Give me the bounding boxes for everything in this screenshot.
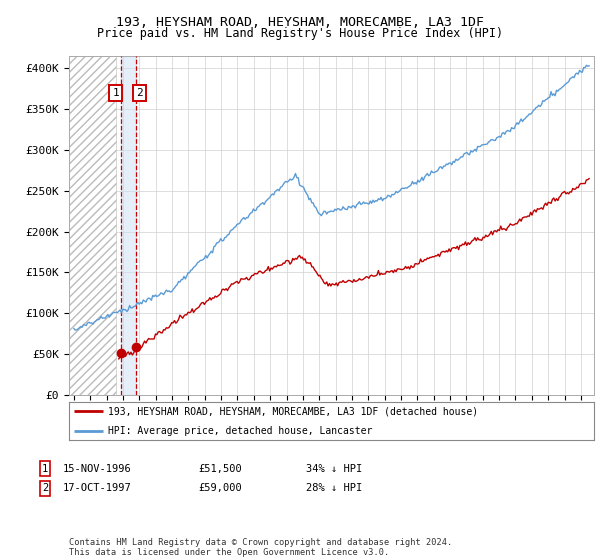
- Text: 2: 2: [42, 483, 48, 493]
- Text: £59,000: £59,000: [198, 483, 242, 493]
- Text: £51,500: £51,500: [198, 464, 242, 474]
- Text: Contains HM Land Registry data © Crown copyright and database right 2024.
This d: Contains HM Land Registry data © Crown c…: [69, 538, 452, 557]
- Text: 1: 1: [113, 88, 119, 98]
- Text: 34% ↓ HPI: 34% ↓ HPI: [306, 464, 362, 474]
- Text: 1: 1: [42, 464, 48, 474]
- Text: 193, HEYSHAM ROAD, HEYSHAM, MORECAMBE, LA3 1DF: 193, HEYSHAM ROAD, HEYSHAM, MORECAMBE, L…: [116, 16, 484, 29]
- Text: Price paid vs. HM Land Registry's House Price Index (HPI): Price paid vs. HM Land Registry's House …: [97, 27, 503, 40]
- Text: 17-OCT-1997: 17-OCT-1997: [63, 483, 132, 493]
- Text: HPI: Average price, detached house, Lancaster: HPI: Average price, detached house, Lanc…: [109, 426, 373, 436]
- Text: 28% ↓ HPI: 28% ↓ HPI: [306, 483, 362, 493]
- Text: 15-NOV-1996: 15-NOV-1996: [63, 464, 132, 474]
- Text: 193, HEYSHAM ROAD, HEYSHAM, MORECAMBE, LA3 1DF (detached house): 193, HEYSHAM ROAD, HEYSHAM, MORECAMBE, L…: [109, 406, 479, 416]
- Text: 2: 2: [136, 88, 143, 98]
- Bar: [121, 56, 136, 395]
